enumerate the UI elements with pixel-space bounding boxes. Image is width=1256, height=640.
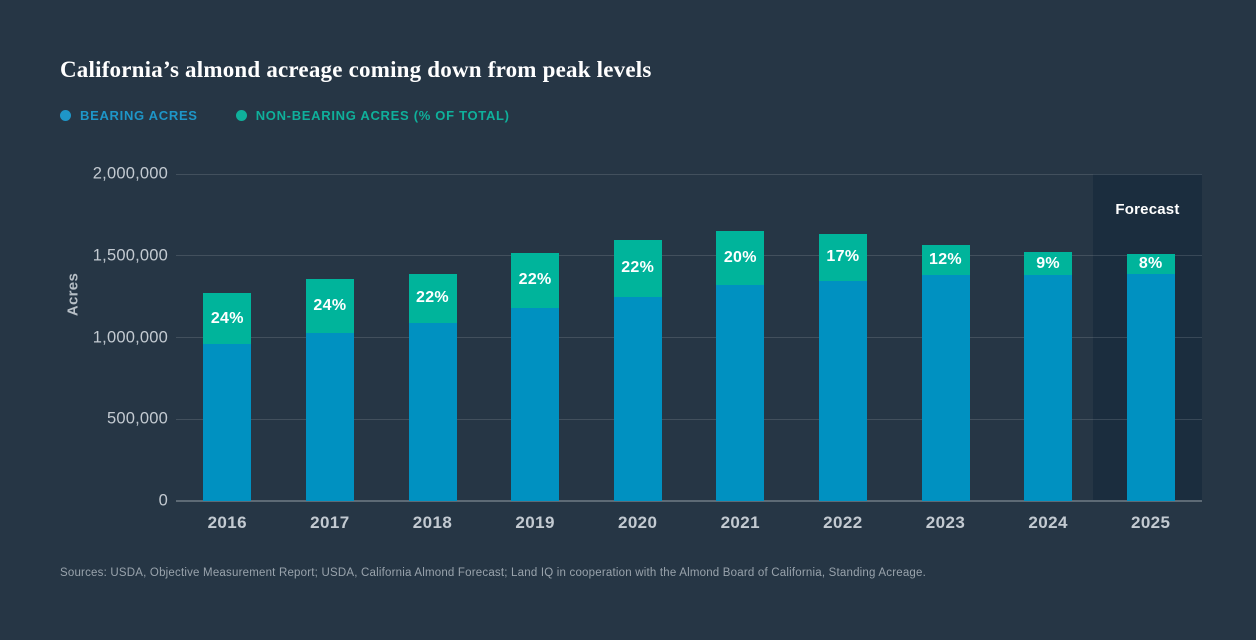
bar-nonbearing-2017: 24% — [305, 279, 354, 333]
segment-percentage-label: 24% — [313, 297, 347, 315]
x-tick-label: 2018 — [412, 513, 453, 532]
bar-nonbearing-2022: 17% — [818, 233, 867, 282]
gridline — [176, 255, 1202, 257]
bar-bearing-2020 — [613, 296, 662, 501]
bar-nonbearing-2023: 12% — [921, 245, 970, 276]
forecast-label: Forecast — [1115, 201, 1180, 218]
bar-bearing-2016 — [203, 344, 252, 501]
y-tick-label: 1,000,000 — [92, 328, 168, 346]
x-tick-label: 2024 — [1028, 513, 1068, 532]
legend-label: NON-BEARING ACRES (% OF TOTAL) — [255, 108, 510, 123]
bar-nonbearing-2025: 8% — [1126, 254, 1175, 274]
segment-percentage-label: 22% — [621, 259, 655, 277]
bar-bearing-2018 — [408, 322, 457, 501]
y-tick-label: 2,000,000 — [92, 164, 168, 183]
gridline — [176, 173, 1202, 175]
bar-nonbearing-2021: 20% — [716, 231, 765, 286]
segment-percentage-label: 8% — [1138, 254, 1163, 272]
x-tick-label: 2022 — [823, 513, 863, 532]
segment-percentage-label: 9% — [1036, 254, 1060, 272]
x-tick-label: 2016 — [207, 513, 247, 532]
legend-dot-icon — [235, 110, 247, 121]
y-tick-label: 0 — [158, 491, 168, 510]
gridline — [176, 337, 1202, 338]
bar-nonbearing-2018: 22% — [408, 273, 457, 323]
x-tick-label: 2019 — [515, 513, 555, 532]
bar-bearing-2021 — [716, 285, 765, 501]
x-tick-label: 2023 — [925, 513, 966, 532]
legend-item-bearing: BEARING ACRES — [60, 108, 198, 123]
bar-bearing-2023 — [921, 275, 970, 501]
x-tick-label: 2017 — [310, 513, 350, 532]
gridline — [176, 418, 1202, 420]
x-tick-label: 2020 — [617, 513, 658, 532]
segment-percentage-label: 24% — [210, 309, 244, 327]
legend: BEARING ACRES NON-BEARING ACRES (% OF TO… — [60, 108, 510, 123]
x-tick-label: 2021 — [720, 513, 760, 532]
bar-nonbearing-2024: 9% — [1024, 251, 1073, 276]
bar-bearing-2022 — [818, 281, 867, 501]
bar-bearing-2017 — [305, 332, 354, 501]
y-tick-label: 500,000 — [106, 409, 168, 428]
bar-nonbearing-2016: 24% — [203, 293, 252, 345]
bar-nonbearing-2020: 22% — [613, 240, 662, 297]
bar-bearing-2019 — [511, 308, 560, 501]
source-note: Sources: USDA, Objective Measurement Rep… — [60, 567, 927, 579]
legend-item-nonbearing: NON-BEARING ACRES (% OF TOTAL) — [235, 108, 510, 123]
bar-nonbearing-2019: 22% — [511, 252, 560, 309]
bar-bearing-2024 — [1024, 275, 1073, 501]
gridline — [176, 500, 1202, 502]
legend-label: BEARING ACRES — [80, 108, 198, 123]
plot-area: Forecast 0 500,000 1,000,000 1,500,000 2,000… — [93, 165, 1202, 532]
chart-title: California’s almond acreage coming down … — [60, 57, 652, 82]
x-tick-label: 2025 — [1130, 513, 1171, 532]
segment-percentage-label: 17% — [826, 248, 860, 266]
segment-percentage-label: 20% — [723, 249, 757, 267]
legend-dot-icon — [60, 110, 71, 121]
segment-percentage-label: 22% — [416, 289, 449, 307]
y-tick-label: 1,500,000 — [92, 246, 168, 265]
segment-percentage-label: 12% — [929, 251, 962, 269]
bar-bearing-2025 — [1126, 273, 1175, 501]
segment-percentage-label: 22% — [518, 271, 552, 289]
